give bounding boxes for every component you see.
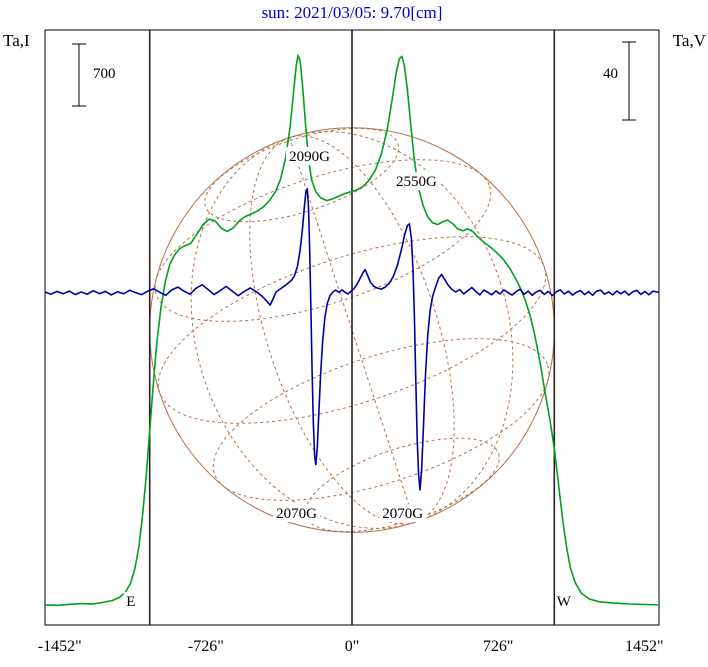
intensity-scale-bar — [72, 43, 86, 107]
magnetic-field-label: 2090G — [289, 149, 330, 165]
grid-parallel — [154, 159, 492, 322]
scan-curves — [45, 54, 659, 607]
y-axis-label-right: Ta,V — [673, 31, 707, 50]
chart-title: sun: 2021/03/05: 9.70[cm] — [262, 3, 443, 22]
grid-parallel — [157, 236, 547, 424]
x-tick-label: 0" — [345, 638, 360, 655]
x-tick-label: 1452" — [625, 638, 664, 655]
limb-label: E — [126, 594, 135, 610]
limb-label: W — [557, 594, 572, 610]
annotation-backdrop — [556, 592, 571, 611]
annotation-backdrop — [123, 592, 138, 611]
magnetic-field-label: 2550G — [396, 174, 437, 190]
x-tick-label: 726" — [483, 638, 514, 655]
annotations: 2090G 2550G 2070G 2070G E W — [123, 147, 572, 611]
annotation-backdrop — [286, 147, 333, 166]
magnetic-field-label: 2070G — [382, 506, 423, 522]
grid-meridian — [289, 137, 415, 523]
y-axis-label-left: Ta,I — [3, 31, 30, 50]
x-tick-label: -1452" — [38, 638, 82, 655]
polarization-scale-bar — [622, 41, 636, 121]
annotation-backdrop — [273, 504, 321, 523]
grid-parallel — [212, 338, 550, 501]
annotation-backdrop — [379, 504, 427, 523]
polarization-scale-value: 40 — [603, 66, 618, 82]
magnetic-field-label: 2070G — [276, 506, 317, 522]
limb-lines — [148, 30, 556, 625]
x-tick-label: -726" — [188, 638, 224, 655]
grid-parallel — [204, 127, 400, 223]
grid-meridian — [190, 131, 514, 529]
x-axis-tick-labels: -1452" -726" 0" 726" 1452" — [38, 638, 664, 655]
polarization-curve — [45, 187, 659, 491]
annotation-backdrop — [392, 172, 440, 191]
intensity-curve — [45, 54, 659, 607]
intensity-scale-value: 700 — [93, 66, 116, 82]
